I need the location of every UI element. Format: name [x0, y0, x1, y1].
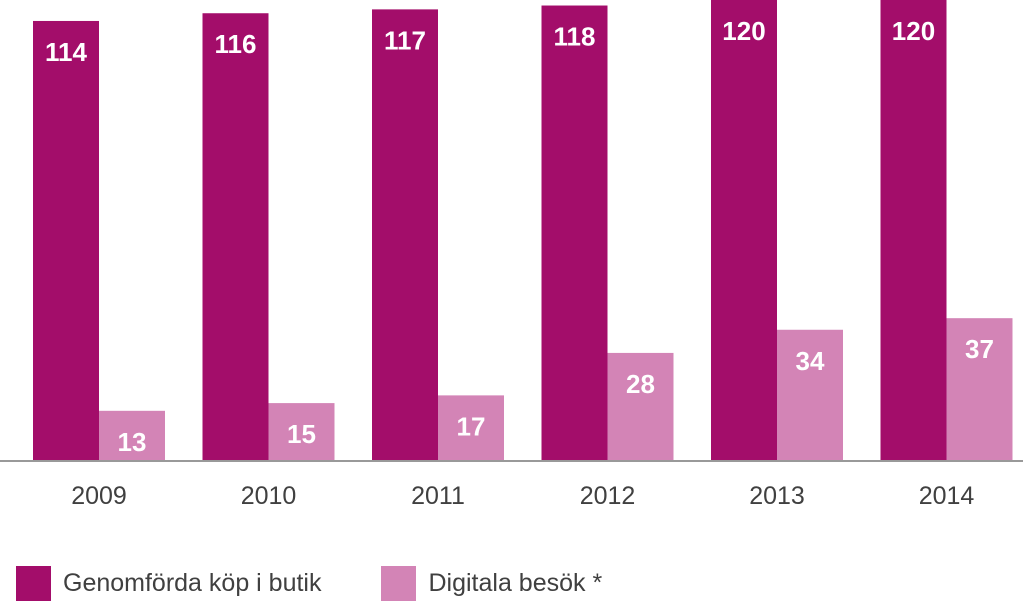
x-tick-label-2012: 2012 — [580, 482, 636, 510]
x-tick-labels-group: 2009 2010 2011 2012 2013 2014 — [71, 482, 974, 510]
value-label-series-1-2013: 120 — [722, 16, 765, 46]
value-label-series-1-2009: 114 — [45, 37, 87, 67]
legend: Genomförda köp i butik Digitala besök * — [16, 563, 602, 603]
bar-series-2-2011 — [438, 395, 504, 461]
legend-item-series-1: Genomförda köp i butik — [16, 565, 322, 601]
bar-series-1-2011 — [372, 9, 438, 461]
bar-series-1-2013 — [711, 0, 777, 462]
bar-series-1-2012 — [541, 5, 608, 462]
legend-label-series-1: Genomförda köp i butik — [63, 568, 322, 597]
value-label-series-2-2014: 37 — [965, 334, 994, 364]
bars-group — [33, 0, 1013, 462]
value-label-series-2-2011: 17 — [457, 411, 486, 441]
x-tick-label-2013: 2013 — [749, 482, 805, 510]
legend-label-series-2: Digitala besök * — [428, 568, 603, 597]
value-label-series-2-2012: 28 — [626, 369, 655, 399]
value-label-series-1-2014: 120 — [892, 16, 935, 46]
x-tick-label-2010: 2010 — [241, 482, 297, 510]
legend-item-series-2: Digitala besök * — [381, 565, 603, 601]
x-tick-label-2011: 2011 — [411, 482, 465, 510]
bar-series-2-2010 — [268, 403, 335, 461]
x-tick-label-2014: 2014 — [919, 482, 975, 510]
value-label-series-2-2010: 15 — [287, 419, 316, 449]
value-label-series-1-2012: 118 — [554, 22, 596, 52]
value-label-series-1-2010: 116 — [215, 29, 257, 59]
legend-swatch-series-1 — [16, 565, 51, 601]
x-tick-label-2009: 2009 — [71, 482, 127, 510]
bar-series-2-2013 — [777, 329, 843, 461]
value-label-series-1-2011: 117 — [384, 25, 426, 55]
value-labels-group: 114 13 116 15 117 17 118 28 120 34 120 37 — [45, 16, 994, 457]
bar-series-2-2012 — [607, 352, 674, 461]
value-label-series-2-2009: 13 — [118, 427, 147, 457]
bar-series-2-2014 — [946, 318, 1013, 461]
bar-series-1-2014 — [880, 0, 947, 462]
bar-series-1-2010 — [202, 13, 269, 462]
bar-series-1-2009 — [33, 20, 99, 462]
value-label-series-2-2013: 34 — [796, 346, 825, 376]
bar-series-2-2009 — [99, 410, 165, 461]
legend-swatch-series-2 — [381, 565, 417, 601]
